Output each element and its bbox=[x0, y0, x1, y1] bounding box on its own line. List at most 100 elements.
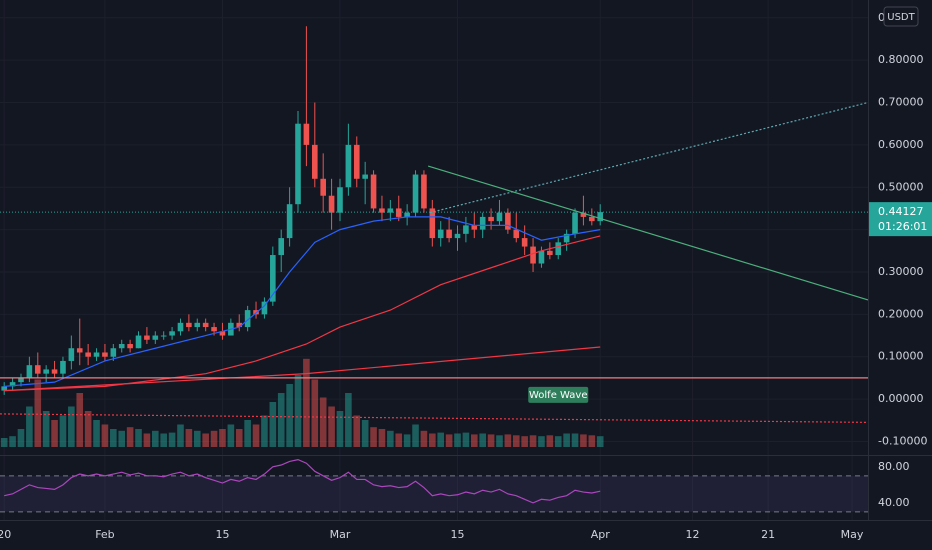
rsi-tick-label: 40.00 bbox=[878, 496, 910, 509]
volume-bar bbox=[160, 433, 167, 447]
candle-body bbox=[446, 229, 452, 239]
volume-bar bbox=[403, 434, 411, 447]
volume-bar bbox=[126, 427, 134, 447]
candle-body bbox=[211, 327, 217, 332]
y-tick-label: 0.10000 bbox=[878, 350, 924, 363]
candle-body bbox=[85, 352, 91, 357]
y-tick-label: 0.50000 bbox=[878, 180, 924, 193]
overlay-line bbox=[4, 346, 601, 392]
volume-bar bbox=[294, 375, 302, 447]
volume-bar bbox=[387, 430, 394, 447]
candle-body bbox=[597, 212, 604, 222]
volume-bar bbox=[110, 429, 117, 447]
x-tick-label: 20 bbox=[0, 528, 11, 541]
volume-bar bbox=[504, 434, 512, 447]
candle-body bbox=[454, 233, 461, 239]
volume-bar bbox=[563, 433, 570, 447]
candle-body bbox=[102, 352, 108, 357]
candle-body bbox=[513, 229, 520, 239]
candle-body bbox=[580, 212, 587, 217]
volume-bar bbox=[470, 434, 478, 447]
volume-bar bbox=[529, 435, 537, 447]
candle-body bbox=[395, 208, 402, 217]
annotation-label: Wolfe Wave bbox=[529, 390, 588, 401]
volume-bar bbox=[328, 406, 335, 447]
volume-bar bbox=[101, 424, 109, 447]
candle-body bbox=[261, 301, 268, 315]
candle-body bbox=[18, 377, 24, 383]
candle-body bbox=[521, 238, 528, 247]
volume-bar bbox=[219, 429, 226, 447]
y-tick-label: -0.10000 bbox=[878, 434, 927, 447]
y-tick-label: 0.80000 bbox=[878, 53, 924, 66]
candle-body bbox=[295, 123, 301, 205]
candle-body bbox=[135, 335, 142, 349]
y-tick-label: 0.70000 bbox=[878, 96, 924, 109]
volume-bar bbox=[571, 433, 579, 447]
price-badge bbox=[869, 202, 932, 237]
annotation-box bbox=[528, 386, 589, 403]
candle-body bbox=[169, 331, 175, 336]
volume-bar bbox=[235, 429, 243, 447]
volume-bar bbox=[429, 433, 436, 447]
x-tick-label: Apr bbox=[591, 528, 611, 541]
volume-bar bbox=[588, 435, 596, 447]
volume-bar bbox=[420, 430, 428, 447]
candle-body bbox=[127, 344, 133, 349]
volume-bar bbox=[412, 424, 419, 447]
candle-body bbox=[488, 216, 494, 222]
candle-body bbox=[538, 250, 545, 264]
x-tick-label: 21 bbox=[761, 528, 775, 541]
countdown: 01:26:01 bbox=[878, 220, 927, 233]
candle-body bbox=[26, 365, 33, 378]
volume-bar bbox=[151, 430, 159, 447]
candle-body bbox=[429, 208, 436, 239]
currency: USDT bbox=[887, 12, 915, 23]
y-tick-label: 0.60000 bbox=[878, 138, 924, 151]
last-price: 0.44127 bbox=[878, 205, 924, 218]
candle-body bbox=[412, 174, 419, 213]
candle-body bbox=[555, 242, 562, 256]
candle-body bbox=[311, 144, 318, 179]
volume-bar bbox=[521, 436, 528, 447]
candle-body bbox=[563, 233, 570, 243]
candle-body bbox=[244, 310, 251, 328]
candle-body bbox=[479, 216, 486, 230]
candle-body bbox=[144, 335, 150, 340]
volume-bar bbox=[596, 436, 604, 447]
volume-bar bbox=[168, 432, 176, 447]
volume-bar bbox=[252, 424, 260, 447]
candle-body bbox=[34, 365, 41, 374]
candle-body bbox=[328, 195, 335, 213]
candle-body bbox=[270, 255, 276, 302]
y-tick-label: 0 bbox=[878, 11, 885, 24]
volume-bar bbox=[51, 420, 58, 447]
volume-bar bbox=[202, 433, 209, 447]
volume-bar bbox=[303, 358, 310, 447]
x-tick-label: 15 bbox=[215, 528, 229, 541]
candle-body bbox=[404, 212, 410, 217]
overlay-line bbox=[429, 101, 869, 214]
volume-bar bbox=[437, 432, 445, 447]
volume-bar bbox=[538, 436, 545, 447]
volume-bar bbox=[496, 435, 503, 447]
x-tick-label: May bbox=[841, 528, 864, 541]
candle-body bbox=[1, 386, 7, 391]
currency-badge[interactable] bbox=[883, 6, 919, 27]
candle-body bbox=[437, 229, 444, 239]
volume-bar bbox=[512, 435, 520, 447]
candle-body bbox=[589, 216, 595, 222]
volume-bar bbox=[143, 433, 151, 447]
overlay-line bbox=[427, 165, 869, 301]
volume-bar bbox=[336, 411, 344, 447]
candle-body bbox=[202, 322, 209, 328]
candle-body bbox=[76, 348, 83, 353]
candle-body bbox=[236, 322, 243, 328]
volume-bar bbox=[59, 415, 67, 447]
candle-body bbox=[463, 225, 469, 234]
volume-bar bbox=[177, 424, 184, 447]
volume-bar bbox=[345, 393, 352, 447]
candle-body bbox=[421, 174, 427, 209]
